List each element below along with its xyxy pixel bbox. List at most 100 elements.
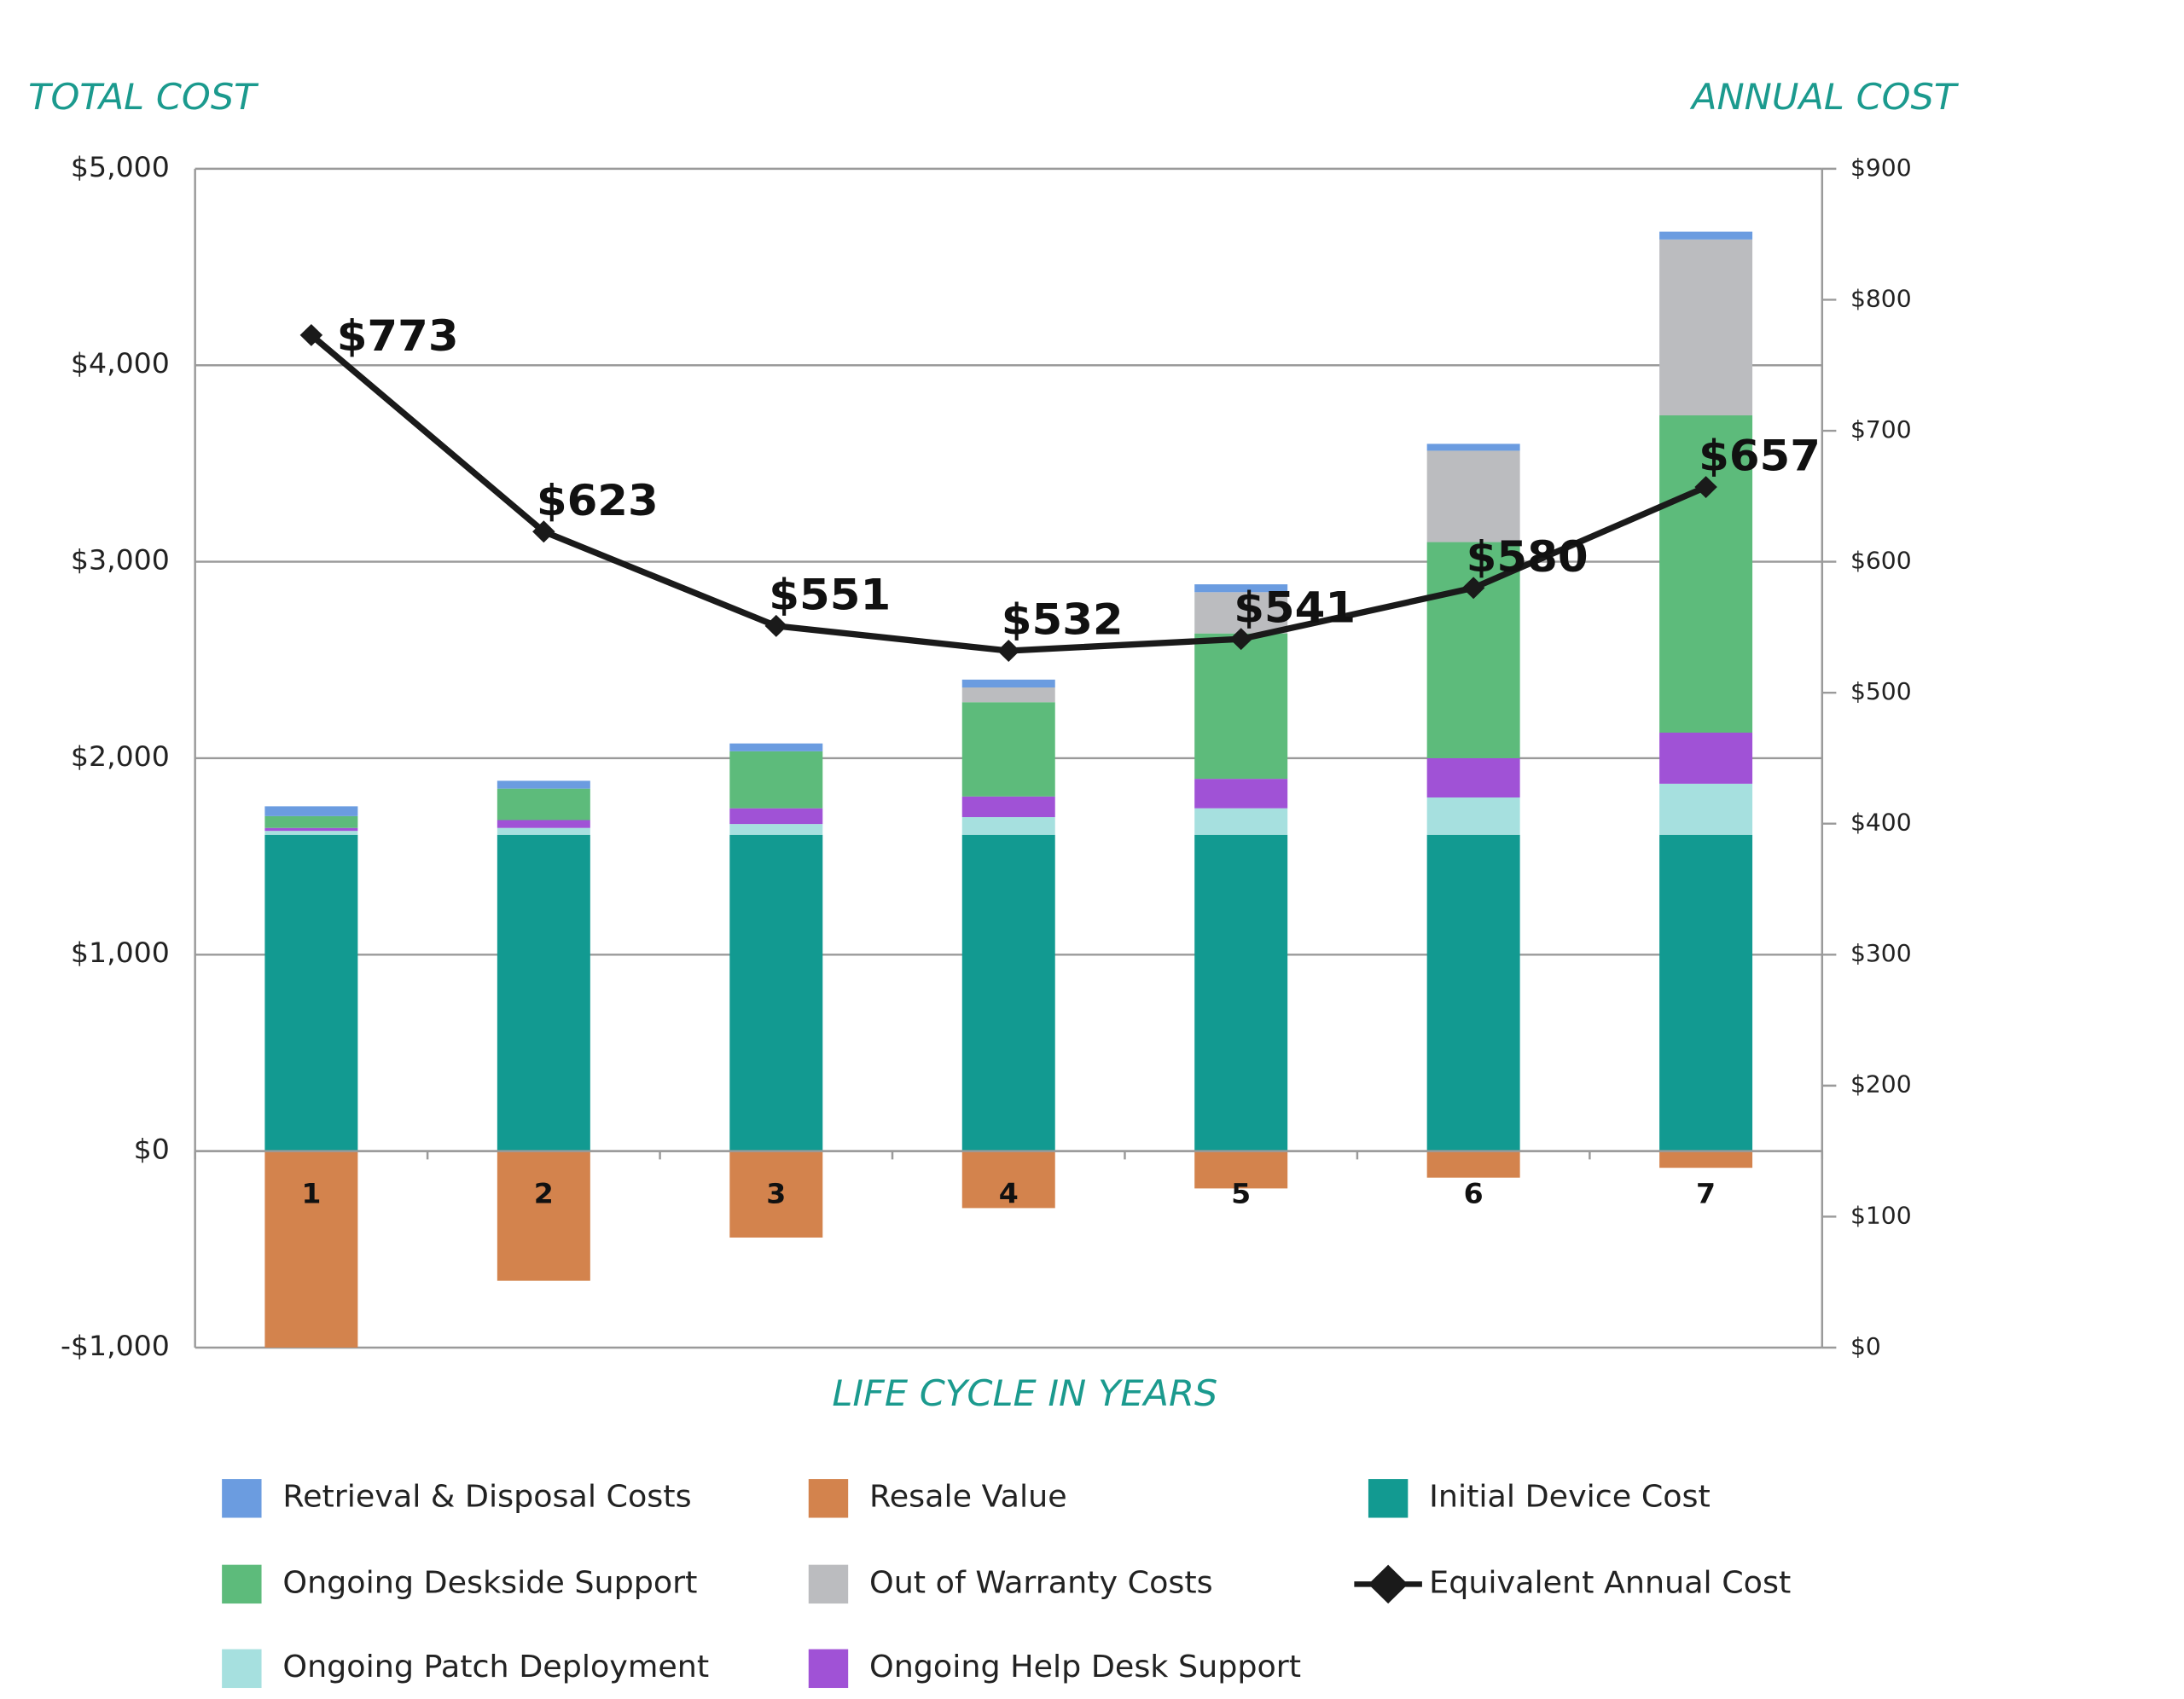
- x-tick-label: 4: [999, 1178, 1019, 1210]
- bar-segment: [961, 817, 1055, 835]
- bar-segment: [1659, 239, 1753, 415]
- bar-segment: [1426, 757, 1520, 798]
- data-label: $773: [337, 310, 459, 360]
- bar-segment: [1194, 584, 1288, 593]
- bar-segment: [729, 1151, 823, 1238]
- bar-segment: [961, 1151, 1055, 1209]
- bar-segment: [264, 831, 358, 835]
- y-tick-label: $5,000: [71, 151, 170, 183]
- bar-segment: [1194, 592, 1288, 634]
- data-label: $541: [1234, 583, 1356, 632]
- bar-segment: [729, 824, 823, 835]
- legend-label: Initial Device Cost: [1429, 1479, 1711, 1515]
- legend-label: Equivalent Annual Cost: [1429, 1565, 1791, 1601]
- bar-segment: [497, 780, 590, 789]
- left-axis-title: TOTAL COST: [28, 77, 258, 119]
- y2-tick-label: $400: [1850, 809, 1912, 837]
- bar-segment: [497, 1151, 590, 1281]
- legend-swatch: [222, 1564, 262, 1604]
- bar-segment: [1194, 779, 1288, 809]
- legend-label: Resale Value: [869, 1479, 1067, 1515]
- bar-segment: [961, 796, 1055, 818]
- bar-segment: [264, 834, 358, 1151]
- data-label: $623: [537, 475, 659, 525]
- bar-segment: [729, 808, 823, 825]
- legend-item: Ongoing Patch Deployment: [222, 1649, 709, 1689]
- bar-segment: [497, 827, 590, 835]
- y-tick-label: -$1,000: [61, 1330, 170, 1362]
- bar-segment: [1194, 834, 1288, 1151]
- y-tick-label: $3,000: [71, 544, 170, 577]
- y-tick-label: $0: [134, 1134, 170, 1166]
- legend-item: Ongoing Deskside Support: [222, 1564, 697, 1604]
- line-marker: [1694, 476, 1717, 499]
- bar-segment: [497, 834, 590, 1151]
- bar-segment: [961, 702, 1055, 797]
- legend-swatch: [808, 1479, 849, 1518]
- x-tick-label: 1: [301, 1178, 321, 1210]
- bar-segment: [1426, 834, 1520, 1151]
- legend-label: Out of Warranty Costs: [869, 1565, 1213, 1601]
- bar-segment: [1659, 415, 1753, 733]
- bar-segment: [264, 815, 358, 828]
- legend-label: Retrieval & Disposal Costs: [282, 1479, 691, 1515]
- data-label: $532: [1002, 594, 1124, 644]
- bar-segment: [497, 820, 590, 828]
- legend-item: Initial Device Cost: [1368, 1479, 1711, 1518]
- x-tick-label: 3: [766, 1178, 786, 1210]
- legend-swatch: [1368, 1479, 1409, 1518]
- y-tick-label: $2,000: [71, 740, 170, 773]
- bar-segment: [1659, 783, 1753, 835]
- legend-label: Ongoing Deskside Support: [282, 1565, 697, 1601]
- data-label: $580: [1467, 531, 1589, 581]
- x-tick-label: 2: [534, 1178, 554, 1210]
- legend-swatch: [222, 1479, 262, 1518]
- bar-segment: [264, 827, 358, 832]
- bar-segment: [1659, 732, 1753, 784]
- y2-tick-label: $300: [1850, 939, 1912, 967]
- right-axis-title: ANNUAL COST: [1689, 77, 1959, 119]
- bar-segment: [961, 687, 1055, 703]
- y2-tick-label: $500: [1850, 677, 1912, 705]
- bar-segment: [264, 806, 358, 816]
- bar-segment: [1426, 1151, 1520, 1178]
- legend-marker: [1368, 1564, 1409, 1604]
- bar-segment: [1659, 1151, 1753, 1168]
- data-label: $551: [769, 570, 891, 619]
- y2-tick-label: $900: [1850, 154, 1912, 182]
- line-marker: [1461, 577, 1485, 600]
- bar-segment: [1194, 1151, 1288, 1189]
- bar-segment: [497, 788, 590, 821]
- bar-segment: [1659, 231, 1753, 240]
- line-marker: [1229, 628, 1252, 651]
- bar-segment: [729, 751, 823, 809]
- y2-tick-label: $0: [1850, 1332, 1881, 1360]
- legend-swatch: [808, 1564, 849, 1604]
- legend-item: Equivalent Annual Cost: [1354, 1564, 1791, 1604]
- legend-item: Ongoing Help Desk Support: [808, 1649, 1301, 1689]
- y2-tick-label: $600: [1850, 547, 1912, 575]
- legend-swatch: [222, 1649, 262, 1689]
- bar-segment: [961, 679, 1055, 688]
- legend-item: Resale Value: [808, 1479, 1067, 1518]
- y2-tick-label: $800: [1850, 285, 1912, 313]
- y2-tick-label: $200: [1850, 1070, 1912, 1099]
- bar-segment: [729, 743, 823, 751]
- bar-segment: [729, 834, 823, 1151]
- legend-label: Ongoing Patch Deployment: [282, 1650, 709, 1685]
- x-tick-label: 7: [1696, 1178, 1716, 1210]
- y-tick-label: $1,000: [71, 937, 170, 970]
- bar-segment: [1426, 797, 1520, 835]
- bar-segment: [264, 1151, 358, 1348]
- y-tick-label: $4,000: [71, 347, 170, 380]
- bar-segment: [1659, 834, 1753, 1151]
- y2-tick-label: $700: [1850, 415, 1912, 444]
- bar-segment: [1426, 450, 1520, 542]
- bar-segment: [1194, 633, 1288, 780]
- legend-label: Ongoing Help Desk Support: [869, 1650, 1301, 1685]
- bar-segment: [1194, 808, 1288, 835]
- legend-swatch: [808, 1649, 849, 1689]
- x-tick-label: 6: [1464, 1178, 1484, 1210]
